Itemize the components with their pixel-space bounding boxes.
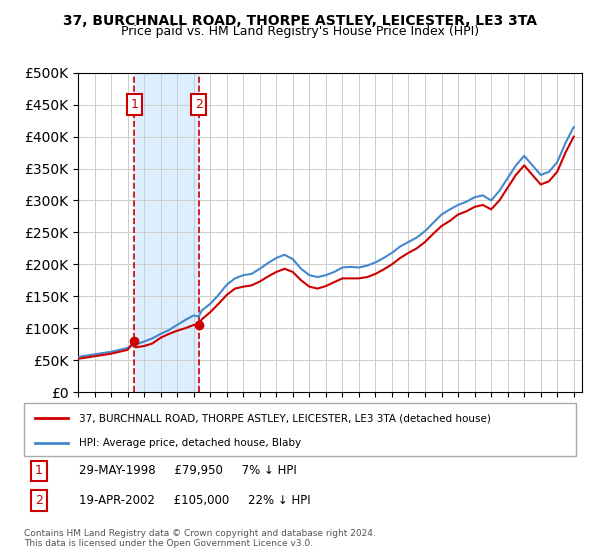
Text: 1: 1 (35, 464, 43, 478)
Text: 37, BURCHNALL ROAD, THORPE ASTLEY, LEICESTER, LE3 3TA: 37, BURCHNALL ROAD, THORPE ASTLEY, LEICE… (63, 14, 537, 28)
FancyBboxPatch shape (24, 403, 576, 456)
Text: Price paid vs. HM Land Registry's House Price Index (HPI): Price paid vs. HM Land Registry's House … (121, 25, 479, 38)
Bar (134, 73, 199, 392)
Text: HPI: Average price, detached house, Blaby: HPI: Average price, detached house, Blab… (79, 438, 301, 448)
Text: 37, BURCHNALL ROAD, THORPE ASTLEY, LEICESTER, LE3 3TA (detached house): 37, BURCHNALL ROAD, THORPE ASTLEY, LEICE… (79, 413, 491, 423)
Text: 29-MAY-1998     £79,950     7% ↓ HPI: 29-MAY-1998 £79,950 7% ↓ HPI (79, 464, 297, 478)
Text: Contains HM Land Registry data © Crown copyright and database right 2024.: Contains HM Land Registry data © Crown c… (24, 529, 376, 538)
Text: 2: 2 (194, 98, 203, 111)
Text: 2: 2 (35, 494, 43, 507)
Text: 1: 1 (130, 98, 138, 111)
Text: 19-APR-2002     £105,000     22% ↓ HPI: 19-APR-2002 £105,000 22% ↓ HPI (79, 494, 311, 507)
Text: This data is licensed under the Open Government Licence v3.0.: This data is licensed under the Open Gov… (24, 539, 313, 548)
